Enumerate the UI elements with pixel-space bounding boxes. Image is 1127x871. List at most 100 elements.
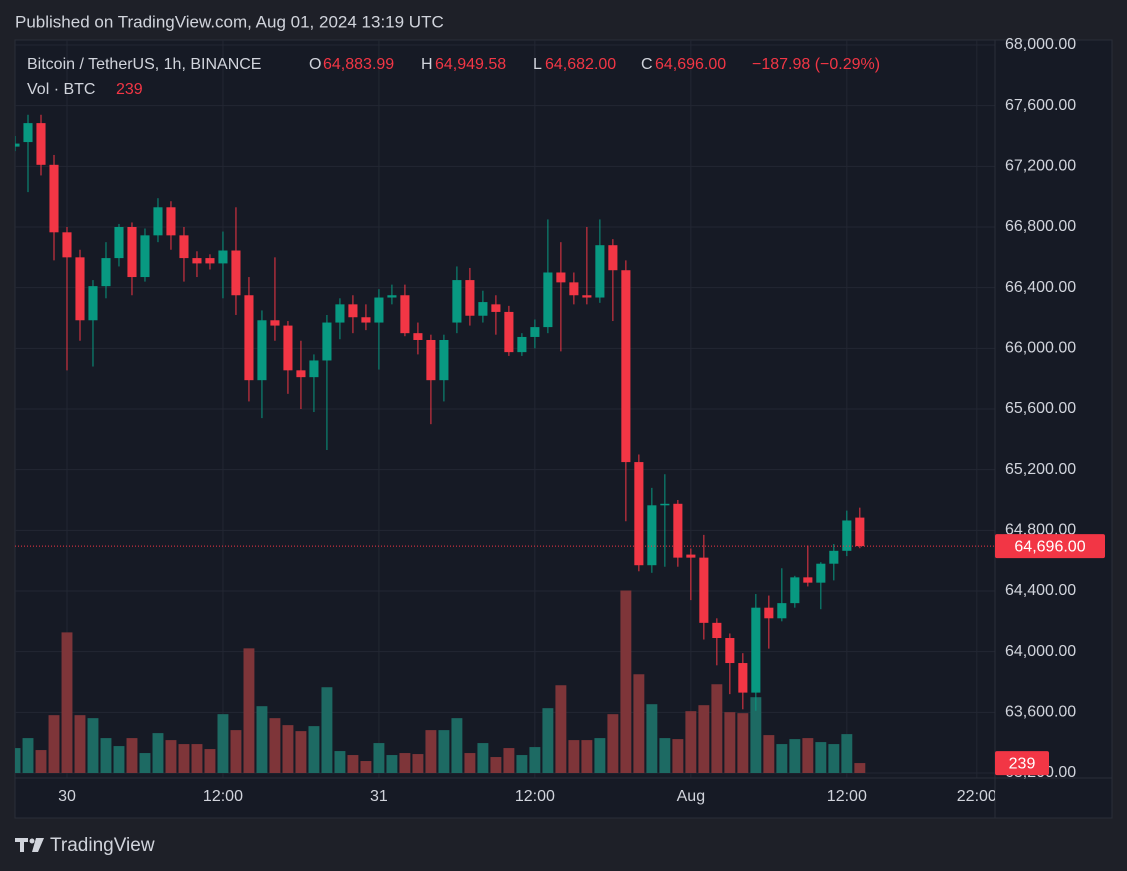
brand-name: TradingView — [50, 835, 155, 856]
candle-body — [855, 517, 865, 547]
x-tick-label: Aug — [677, 788, 705, 805]
volume-bar — [594, 738, 606, 773]
open-key: O — [309, 56, 321, 73]
volume-bar — [87, 718, 99, 773]
volume-bar — [581, 740, 593, 773]
candle-body — [231, 250, 241, 296]
last-price-badge — [995, 534, 1105, 559]
volume-bar — [295, 731, 307, 773]
y-tick-label: 65,600.00 — [1005, 400, 1076, 417]
candle-body — [478, 302, 488, 316]
candle-body — [270, 320, 280, 326]
candle-body — [192, 258, 202, 264]
volume-bar — [698, 705, 710, 773]
candle-layer — [15, 114, 865, 711]
candle-body — [712, 622, 722, 639]
volume-bar — [204, 749, 216, 773]
candle-body — [218, 250, 228, 264]
candle-body — [15, 143, 20, 147]
y-tick-label: 67,200.00 — [1005, 158, 1076, 175]
volume-badge — [995, 751, 1049, 776]
volume-layer — [15, 590, 866, 773]
volume-bar — [464, 753, 476, 773]
y-tick-label: 64,000.00 — [1005, 643, 1076, 660]
volume-bar — [802, 738, 814, 773]
volume-bar — [503, 748, 515, 773]
volume-bar — [386, 755, 398, 773]
volume-bar — [178, 744, 190, 773]
x-tick-label: 30 — [58, 788, 76, 805]
volume-bar — [789, 739, 801, 773]
logo-shape — [32, 838, 44, 852]
candle-body — [426, 339, 436, 381]
x-tick-label: 12:00 — [827, 788, 867, 805]
candle-body — [413, 333, 423, 340]
candle-body — [621, 270, 631, 463]
close-value: 64,696.00 — [655, 56, 726, 73]
candle-body — [283, 325, 293, 371]
candle-body — [244, 295, 254, 381]
candle-body — [23, 123, 33, 143]
low-value: 64,682.00 — [545, 56, 616, 73]
volume-bar — [282, 725, 294, 773]
volume-bar — [126, 738, 138, 773]
candle-body — [582, 295, 592, 298]
candle-body — [205, 258, 215, 264]
candle-body — [660, 503, 670, 506]
volume-bar — [15, 748, 21, 773]
volume-bar — [568, 740, 580, 773]
volume-bar — [542, 708, 554, 773]
volume-bar — [347, 755, 359, 773]
axes: 63,200.0063,600.0064,000.0064,400.0064,8… — [15, 36, 1112, 818]
volume-bar — [672, 739, 684, 773]
volume-bar — [477, 743, 489, 773]
candle-body — [491, 304, 501, 312]
volume-bar — [646, 704, 658, 773]
candle-body — [647, 505, 657, 566]
candle-body — [764, 607, 774, 619]
volume-bar — [139, 753, 151, 773]
candle-body — [400, 295, 410, 334]
volume-bar — [763, 735, 775, 773]
volume-bar — [269, 718, 281, 773]
volume-bar — [113, 746, 125, 773]
candle-body — [166, 207, 176, 236]
y-tick-label: 68,000.00 — [1005, 36, 1076, 53]
volume-bar — [74, 715, 86, 773]
candle-body — [49, 164, 59, 233]
volume-bar — [438, 730, 450, 773]
volume-bar — [711, 684, 723, 773]
candle-body — [322, 322, 332, 361]
volume-bar — [750, 697, 762, 773]
candle-body — [465, 280, 475, 316]
y-tick-label: 66,800.00 — [1005, 218, 1076, 235]
volume-bar — [451, 718, 463, 773]
candle-body — [751, 607, 761, 693]
x-tick-label: 12:00 — [203, 788, 243, 805]
open-value: 64,883.99 — [323, 56, 394, 73]
candle-body — [36, 123, 46, 165]
x-tick-label: 22:00 — [957, 788, 997, 805]
volume-bar — [516, 755, 528, 773]
candle-body — [88, 286, 98, 321]
candle-body — [75, 257, 85, 321]
volume-bar — [100, 738, 112, 773]
y-tick-label: 66,000.00 — [1005, 340, 1076, 357]
y-tick-label: 65,200.00 — [1005, 461, 1076, 478]
volume-bar — [308, 726, 320, 773]
volume-bar — [217, 714, 229, 773]
candle-body — [543, 272, 553, 328]
candle-body — [361, 317, 371, 323]
candle-body — [517, 336, 527, 353]
candle-body — [738, 663, 748, 693]
candle-body — [504, 311, 514, 353]
volume-bar — [737, 713, 749, 773]
candle-body — [439, 339, 449, 381]
low-key: L — [533, 56, 542, 73]
volume-bar — [490, 757, 502, 773]
last-price-label: 64,696.00 — [1014, 538, 1085, 555]
time-axis: 30 12:00 31 12:00 Aug 12:00 22:00 — [58, 788, 997, 805]
symbol-label: Bitcoin / TetherUS, 1h, BINANCE — [27, 56, 261, 73]
volume-bar — [555, 685, 567, 773]
